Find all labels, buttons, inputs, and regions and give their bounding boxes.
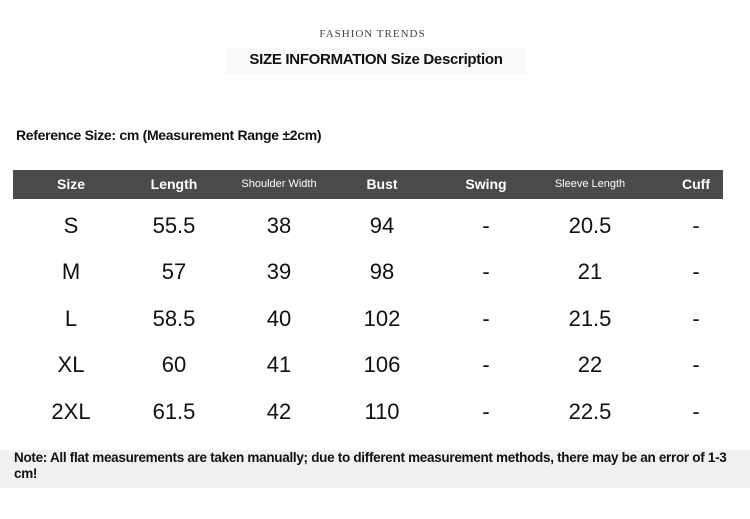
table-cell: 40: [266, 306, 292, 331]
table-cell: -: [482, 399, 490, 424]
table-cell: 102: [363, 306, 401, 331]
column-header: Size: [56, 176, 86, 192]
table-cell: S: [63, 213, 79, 238]
table-cell: XL: [57, 352, 85, 377]
column-header: Sleeve Length: [554, 178, 626, 190]
table-cell: 57: [161, 259, 187, 284]
table-cell: 2XL: [51, 399, 91, 424]
reference-size-label: Reference Size: cm (Measurement Range ±2…: [16, 127, 322, 143]
table-cell: 22.5: [568, 399, 612, 424]
measurement-note: Note: All flat measurements are taken ma…: [0, 450, 750, 488]
table-cell: 110: [364, 399, 400, 424]
table-cell: -: [692, 213, 700, 238]
table-cell: 22: [577, 352, 603, 377]
table-row: S 55.5 38 94 - 20.5 -: [0, 203, 750, 249]
table-cell: 38: [266, 213, 292, 238]
table-cell: -: [482, 306, 490, 331]
table-cell: 42: [266, 399, 292, 424]
table-cell: 60: [161, 352, 187, 377]
table-header: Size Length Shoulder Width Bust Swing Sleeve …: [13, 170, 723, 199]
table-cell: -: [482, 259, 490, 284]
table-cell: -: [692, 352, 700, 377]
table-cell: 94: [369, 213, 395, 238]
table-cell: 61.5: [152, 399, 196, 424]
table-cell: 58.5: [152, 306, 196, 331]
column-header: Shoulder Width: [241, 178, 317, 190]
kicker-text: FASHION TRENDS: [319, 28, 426, 40]
table-cell: -: [482, 352, 490, 377]
column-header: Cuff: [682, 176, 710, 192]
table-cell: 21: [577, 259, 603, 284]
table-cell: -: [482, 213, 490, 238]
table-cell: 41: [266, 352, 292, 377]
table-cell: 106: [363, 352, 401, 377]
table-row: L 58.5 40 102 - 21.5 -: [0, 296, 750, 342]
table-cell: M: [61, 259, 81, 284]
page-title: SIZE INFORMATION Size Description: [225, 48, 527, 74]
table-row: 2XL 61.5 42 110 - 22.5 -: [0, 389, 750, 435]
table-cell: 21.5: [568, 306, 612, 331]
column-header: Swing: [465, 176, 507, 192]
column-header: Length: [150, 176, 198, 192]
table-cell: L: [64, 306, 78, 331]
table-cell: 39: [266, 259, 292, 284]
table-row: M 57 39 98 - 21 -: [0, 249, 750, 295]
table-cell: 98: [369, 259, 395, 284]
table-cell: -: [692, 306, 700, 331]
table-cell: -: [692, 399, 700, 424]
table-row: XL 60 41 106 - 22 -: [0, 342, 750, 388]
column-header: Bust: [366, 176, 398, 192]
table-cell: 55.5: [152, 213, 196, 238]
table-cell: 20.5: [568, 213, 612, 238]
table-cell: -: [692, 259, 700, 284]
